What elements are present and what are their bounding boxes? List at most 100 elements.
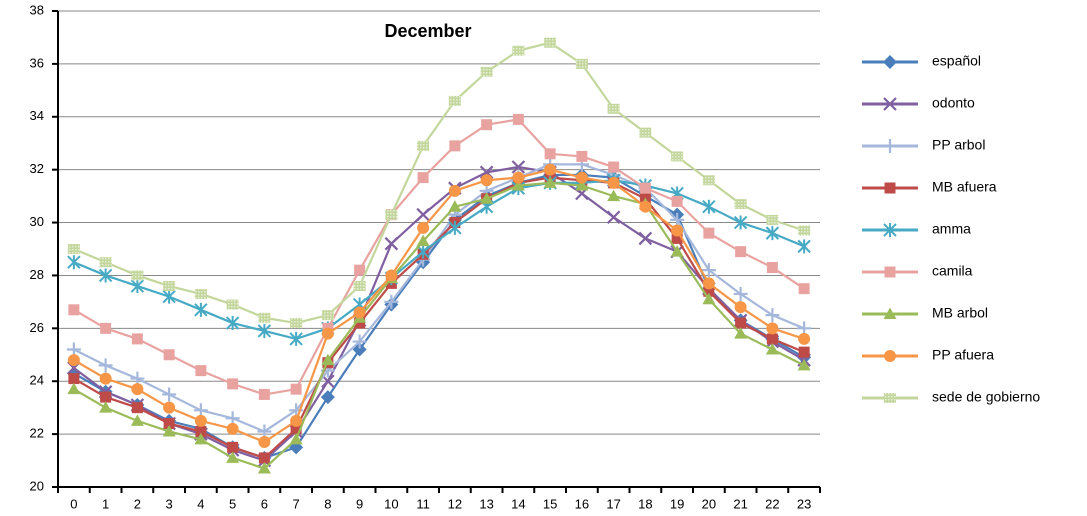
series [67,176,811,474]
series [67,163,811,449]
marker [703,227,715,239]
x-tick-label: 20 [702,496,716,511]
marker [639,200,652,213]
marker [606,210,621,225]
marker [702,277,715,290]
marker [765,226,780,241]
marker [544,163,557,176]
marker [797,239,811,254]
marker [798,283,810,295]
marker [290,423,302,435]
marker [130,279,145,294]
marker [353,281,366,292]
marker [544,37,557,48]
marker [576,150,588,162]
x-tick-label: 9 [356,496,363,511]
marker [194,414,207,427]
series-line [73,41,805,325]
marker [162,424,176,437]
marker [702,292,716,305]
x-tick-label: 16 [575,496,589,511]
marker [98,358,113,373]
marker [480,174,493,187]
marker [765,308,780,323]
marker [227,441,239,453]
marker [797,358,811,371]
marker [734,301,747,314]
marker [416,234,430,247]
marker [227,378,239,390]
marker [734,199,747,210]
series [67,160,811,468]
marker [766,333,778,345]
legend-label: odonto [932,95,975,111]
marker [575,179,589,191]
marker [884,182,896,194]
marker [480,192,494,204]
x-tick-label: 21 [733,496,747,511]
marker [321,327,334,340]
marker [766,214,779,225]
marker [290,414,303,427]
x-tick-label: 17 [606,496,620,511]
marker [99,401,113,413]
marker [131,270,144,281]
marker [225,316,240,331]
marker [99,372,112,385]
marker [131,333,143,345]
y-tick-label: 20 [30,478,44,493]
marker [480,66,493,77]
legend-label: camila [932,263,973,279]
marker [883,55,897,69]
y-tick-label: 22 [30,426,44,441]
marker [131,402,143,414]
series [66,167,812,465]
x-tick-label: 14 [511,496,525,511]
marker [448,95,461,106]
x-tick-label: 18 [638,496,652,511]
series [68,113,810,400]
marker [543,176,557,188]
marker [130,414,144,426]
x-tick-label: 2 [134,496,141,511]
x-tick-label: 19 [670,496,684,511]
y-tick-label: 26 [30,320,44,335]
marker [544,148,556,160]
marker [163,418,175,430]
marker [195,365,207,377]
marker [100,322,112,334]
marker [258,312,271,323]
marker [607,176,620,189]
marker [416,244,430,259]
series-line [73,179,805,341]
marker [162,289,176,304]
marker [163,401,176,414]
marker [512,45,525,56]
marker [257,323,272,338]
marker [702,175,715,186]
marker [194,288,207,299]
marker [321,310,334,321]
x-tick-label: 5 [229,496,236,511]
x-tick-label: 0 [70,496,77,511]
marker [417,140,430,151]
marker [671,151,684,162]
chart-title: December [384,21,471,41]
marker [702,199,716,214]
x-tick-label: 12 [448,496,462,511]
marker [448,184,461,197]
marker [67,382,81,395]
marker [417,221,430,234]
marker [670,245,684,257]
marker [354,264,366,276]
marker [765,342,779,355]
y-tick-label: 32 [30,161,44,176]
x-tick-label: 4 [197,496,204,511]
marker [733,286,748,301]
marker [671,224,684,237]
marker [194,432,208,445]
x-tick-label: 23 [797,496,811,511]
y-tick-label: 38 [30,2,44,17]
series-line [73,181,805,470]
